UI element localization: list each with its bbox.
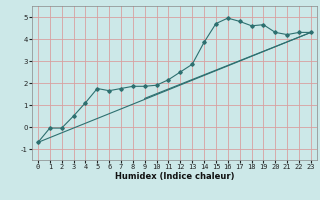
X-axis label: Humidex (Indice chaleur): Humidex (Indice chaleur) — [115, 172, 234, 181]
